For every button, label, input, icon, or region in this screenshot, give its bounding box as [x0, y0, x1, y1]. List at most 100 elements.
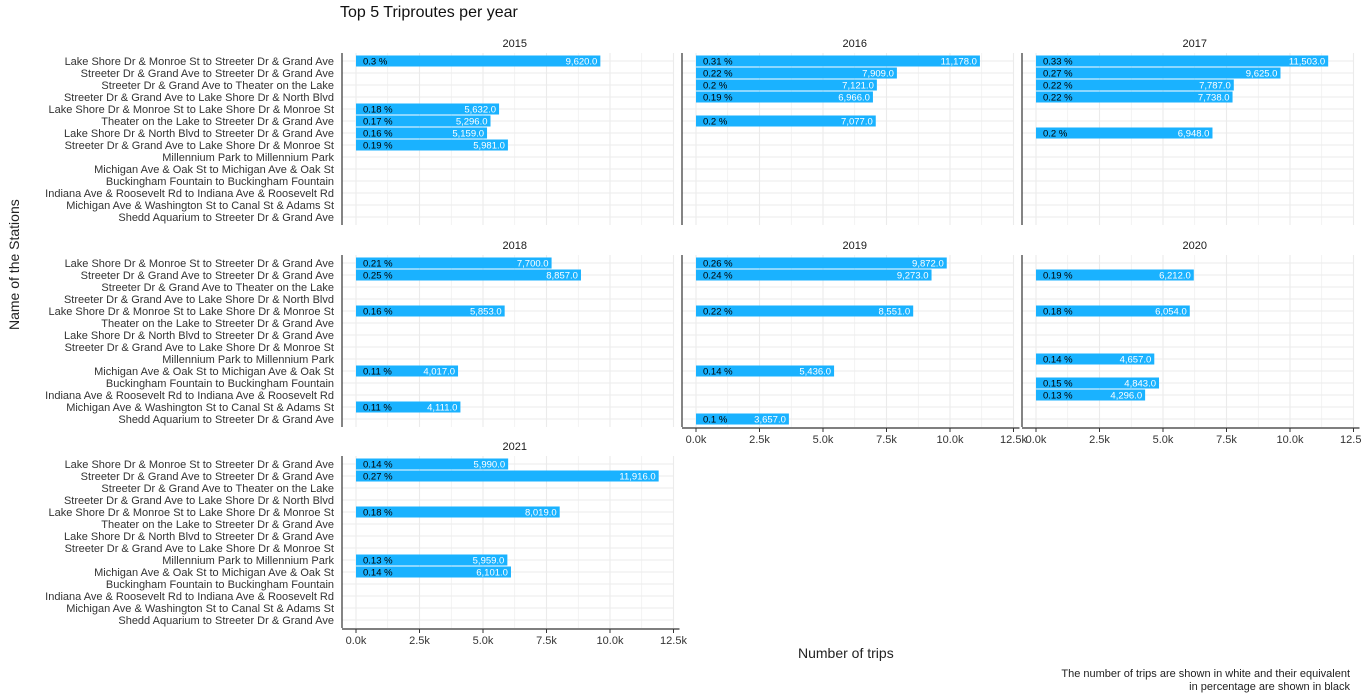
category-label: Theater on the Lake to Streeter Dr & Gra…	[101, 519, 334, 531]
bar-2021	[356, 554, 508, 566]
bar-2016	[696, 91, 873, 103]
bar-value-label: 4,843.0	[1124, 379, 1156, 390]
category-label: Buckingham Fountain to Buckingham Founta…	[106, 579, 334, 591]
bar-percent-label: 0.3 %	[363, 57, 388, 68]
bar-percent-label: 0.22 %	[1043, 93, 1073, 104]
bar-2015	[356, 55, 601, 67]
bar-2017	[1036, 67, 1281, 79]
bar-percent-label: 0.19 %	[363, 141, 393, 152]
category-label: Millennium Park to Millennium Park	[162, 152, 334, 164]
category-label: Streeter Dr & Grand Ave to Streeter Dr &…	[81, 270, 334, 282]
bar-percent-label: 0.25 %	[363, 271, 393, 282]
bar-percent-label: 0.24 %	[703, 271, 733, 282]
bar-value-label: 4,657.0	[1120, 355, 1152, 366]
x-tick-label: 12.5k	[1000, 434, 1027, 446]
bar-2015	[356, 103, 500, 115]
chart-caption: The number of trips are shown in white a…	[1061, 668, 1350, 693]
bar-2015	[356, 115, 491, 127]
category-label: Streeter Dr & Grand Ave to Lake Shore Dr…	[65, 140, 334, 152]
bar-value-label: 5,981.0	[473, 141, 505, 152]
bar-percent-label: 0.14 %	[363, 460, 393, 471]
bar-percent-label: 0.31 %	[703, 57, 733, 68]
bar-value-label: 11,178.0	[941, 57, 977, 68]
x-tick-label: 7.5k	[536, 635, 557, 647]
bar-value-label: 5,853.0	[470, 307, 502, 318]
x-tick-label: 5.0k	[813, 434, 834, 446]
x-tick-label: 10.0k	[597, 635, 624, 647]
x-tick-label: 2.5k	[409, 635, 430, 647]
bar-value-label: 5,990.0	[473, 460, 505, 471]
facet-title-2016: 2016	[843, 38, 867, 50]
x-tick-label: 0.0k	[346, 635, 367, 647]
category-label: Buckingham Fountain to Buckingham Founta…	[106, 176, 334, 188]
category-label: Millennium Park to Millennium Park	[162, 555, 334, 567]
facet-title-2017: 2017	[1183, 38, 1207, 50]
bar-value-label: 11,916.0	[619, 472, 655, 483]
bar-2018	[356, 257, 552, 269]
bar-percent-label: 0.22 %	[703, 307, 733, 318]
category-label: Millennium Park to Millennium Park	[162, 354, 334, 366]
bar-2017	[1036, 79, 1234, 91]
category-label: Lake Shore Dr & North Blvd to Streeter D…	[64, 531, 334, 543]
bar-percent-label: 0.18 %	[363, 508, 393, 519]
bar-2019	[696, 305, 914, 317]
bar-2021	[356, 566, 511, 578]
category-label: Theater on the Lake to Streeter Dr & Gra…	[101, 116, 334, 128]
facet-title-2015: 2015	[503, 38, 527, 50]
bar-value-label: 5,632.0	[464, 105, 496, 116]
bar-percent-label: 0.16 %	[363, 307, 393, 318]
facet-title-2021: 2021	[503, 441, 527, 453]
bar-2015	[356, 139, 508, 151]
category-label: Streeter Dr & Grand Ave to Streeter Dr &…	[81, 68, 334, 80]
category-label: Shedd Aquarium to Streeter Dr & Grand Av…	[118, 414, 334, 426]
bar-percent-label: 0.2 %	[703, 117, 728, 128]
x-tick-label: 5.0k	[1153, 434, 1174, 446]
category-label: Streeter Dr & Grand Ave to Streeter Dr &…	[81, 471, 334, 483]
bar-percent-label: 0.11 %	[363, 403, 392, 414]
x-tick-label: 12.5k	[660, 635, 687, 647]
category-label: Indiana Ave & Roosevelt Rd to Indiana Av…	[45, 188, 334, 200]
x-tick-label: 0.0k	[686, 434, 707, 446]
bar-percent-label: 0.19 %	[703, 93, 733, 104]
category-label: Streeter Dr & Grand Ave to Lake Shore Dr…	[64, 92, 334, 104]
x-tick-label: 10.0k	[1277, 434, 1304, 446]
bar-2021	[356, 470, 659, 482]
bar-value-label: 9,625.0	[1246, 69, 1278, 80]
bar-2019	[696, 257, 947, 269]
bar-percent-label: 0.13 %	[1043, 391, 1073, 402]
bar-value-label: 6,054.0	[1155, 307, 1187, 318]
category-label: Indiana Ave & Roosevelt Rd to Indiana Av…	[45, 390, 334, 402]
bar-percent-label: 0.33 %	[1043, 57, 1073, 68]
bar-2020	[1036, 389, 1146, 401]
bar-percent-label: 0.22 %	[1043, 81, 1073, 92]
bar-2016	[696, 115, 876, 127]
bar-value-label: 4,296.0	[1110, 391, 1142, 402]
facet-title-2019: 2019	[843, 240, 867, 252]
bar-percent-label: 0.15 %	[1043, 379, 1073, 390]
x-tick-label: 0.0k	[1026, 434, 1047, 446]
bar-value-label: 7,121.0	[842, 81, 874, 92]
bar-value-label: 4,111.0	[427, 403, 457, 414]
bar-percent-label: 0.18 %	[363, 105, 393, 116]
bar-value-label: 8,857.0	[546, 271, 578, 282]
bar-value-label: 7,077.0	[841, 117, 873, 128]
category-label: Lake Shore Dr & North Blvd to Streeter D…	[64, 128, 334, 140]
bar-2019	[696, 365, 835, 377]
bar-2018	[356, 365, 459, 377]
category-label: Michigan Ave & Washington St to Canal St…	[66, 200, 334, 212]
bar-2017	[1036, 55, 1329, 67]
bar-percent-label: 0.18 %	[1043, 307, 1073, 318]
bar-percent-label: 0.16 %	[363, 129, 393, 140]
bar-percent-label: 0.27 %	[1043, 69, 1073, 80]
bar-value-label: 11,503.0	[1289, 57, 1325, 68]
category-label: Streeter Dr & Grand Ave to Theater on th…	[101, 483, 334, 495]
x-tick-label: 12.5k	[1340, 434, 1362, 446]
bar-value-label: 9,620.0	[566, 57, 598, 68]
bar-percent-label: 0.11 %	[363, 367, 392, 378]
bar-value-label: 5,959.0	[473, 556, 505, 567]
facet-title-2020: 2020	[1183, 240, 1207, 252]
bar-value-label: 6,948.0	[1178, 129, 1210, 140]
category-label: Streeter Dr & Grand Ave to Lake Shore Dr…	[65, 342, 334, 354]
bar-percent-label: 0.27 %	[363, 472, 393, 483]
bar-2015	[356, 127, 488, 139]
